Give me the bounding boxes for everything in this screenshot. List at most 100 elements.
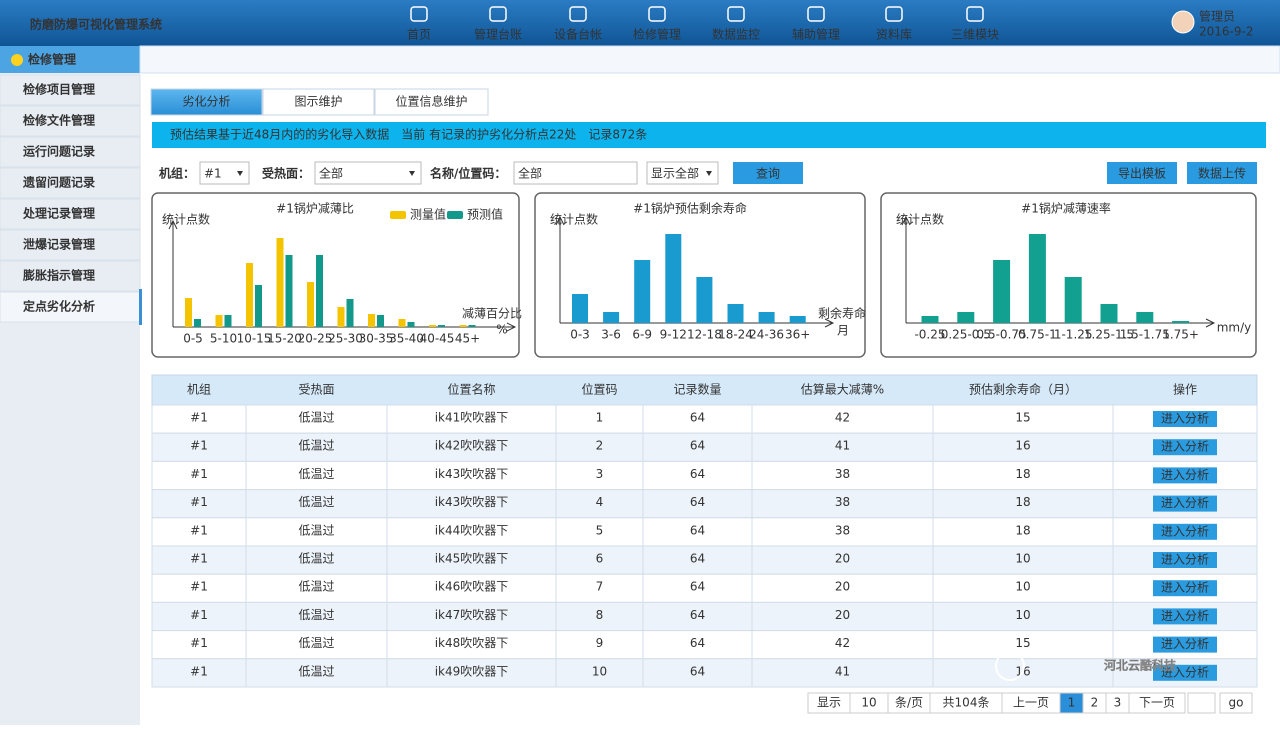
column-header: 预估剩余寿命（月） (969, 382, 1077, 397)
x-axis-unit: 月 (837, 324, 849, 338)
sidebar-item[interactable]: 检修项目管理 (23, 82, 95, 97)
table-cell: 64 (690, 523, 705, 537)
x-axis-unit: % (496, 323, 507, 337)
legend-label: 测量值 (410, 207, 446, 222)
action-label: 进入分析 (1161, 553, 1209, 567)
select-text: 显示全部 (651, 166, 699, 181)
table-cell: 41 (835, 664, 850, 678)
table-cell: #1 (190, 411, 208, 425)
column-header: 位置名称 (447, 382, 495, 397)
sidebar-item[interactable]: 遗留问题记录 (22, 175, 95, 190)
table-cell: #1 (190, 439, 208, 453)
active-marker (139, 289, 142, 325)
nav-item[interactable]: 设备台帐 (554, 27, 602, 42)
table-cell: 低温过 (298, 664, 334, 678)
table-cell: 64 (690, 467, 705, 481)
action-label: 进入分析 (1161, 524, 1209, 538)
table-cell: ik45吹吹器下 (435, 552, 509, 566)
x-tick-label: 0.75-1 (1018, 328, 1057, 342)
sidebar-item[interactable]: 定点劣化分析 (23, 299, 95, 314)
select-text: #1 (204, 167, 222, 181)
table-cell: #1 (190, 580, 208, 594)
chart-title: #1锅炉减薄比 (276, 201, 354, 216)
bar (634, 260, 650, 323)
table-cell: 15 (1015, 636, 1030, 650)
section-title: 检修管理 (28, 52, 76, 67)
bar (438, 325, 445, 327)
bar (225, 315, 232, 327)
bar (460, 325, 467, 327)
x-tick-label: 36+ (785, 328, 810, 342)
sidebar-item[interactable]: 处理记录管理 (22, 206, 95, 221)
page-number-text: 3 (1114, 696, 1122, 710)
table-cell: 10 (1015, 608, 1030, 622)
table-cell: 10 (592, 664, 607, 678)
table-cell: #1 (190, 552, 208, 566)
y-axis-label: 统计点数 (162, 212, 210, 227)
tab-label: 劣化分析 (182, 95, 230, 109)
x-tick-label: 3-6 (601, 328, 621, 342)
x-tick-label: 0-3 (570, 328, 590, 342)
sidebar-item[interactable]: 运行问题记录 (23, 144, 95, 159)
nav-item[interactable]: 管理台账 (474, 27, 522, 42)
table-cell: 2 (596, 439, 604, 453)
table-cell: 15 (1015, 411, 1030, 425)
table-cell: 7 (596, 580, 604, 594)
table-cell: 64 (690, 636, 705, 650)
bar (665, 234, 681, 323)
table-cell: 20 (835, 580, 850, 594)
top-strip (140, 46, 1280, 73)
button-text: 数据上传 (1198, 166, 1246, 181)
notice-text: 预估结果基于近48月内的的劣化导入数据 当前 有记录的护劣化分析点22处 记录8… (170, 127, 647, 142)
table-cell: ik43吹吹器下 (435, 467, 509, 481)
table-cell: 18 (1015, 495, 1030, 509)
bar (347, 299, 354, 327)
bar (1136, 312, 1153, 323)
table-cell: ik41吹吹器下 (435, 411, 509, 425)
page-next-text: 下一页 (1139, 696, 1175, 710)
select-text: 全部 (319, 166, 343, 181)
table-cell: 1 (596, 411, 604, 425)
x-tick-label: 6-9 (632, 328, 652, 342)
x-tick-label: 1.75+ (1162, 328, 1199, 342)
table-cell: ik48吹吹器下 (435, 636, 509, 650)
table-cell: 低温过 (298, 467, 334, 481)
table-cell: 9 (596, 636, 604, 650)
table-cell: 64 (690, 608, 705, 622)
column-header: 受热面 (298, 383, 334, 397)
table-cell: 18 (1015, 467, 1030, 481)
y-axis-label: 统计点数 (896, 212, 944, 227)
bar (696, 277, 712, 323)
bar (368, 314, 375, 327)
action-label: 进入分析 (1161, 496, 1209, 510)
column-header: 位置码 (581, 382, 617, 397)
app-title: 防磨防爆可视化管理系统 (30, 17, 162, 32)
legend-swatch (447, 211, 463, 219)
bar (1172, 321, 1189, 323)
table-cell: ik49吹吹器下 (435, 664, 509, 678)
table-cell: 64 (690, 664, 705, 678)
x-axis-unit: mm/y (1217, 321, 1252, 335)
date: 2016-9-2 (1199, 25, 1253, 39)
nav-item[interactable]: 资料库 (876, 27, 912, 42)
nav-item[interactable]: 首页 (407, 28, 431, 42)
table-cell: 4 (596, 495, 604, 509)
x-tick-label: 9-12 (660, 328, 687, 342)
chart-title: #1锅炉减薄速率 (1021, 201, 1111, 216)
x-tick-label: 5-10 (210, 332, 237, 346)
sidebar-item[interactable]: 泄爆记录管理 (23, 237, 95, 252)
filter-label: 机组： (159, 166, 195, 181)
nav-item[interactable]: 辅助管理 (792, 27, 840, 42)
sidebar-item[interactable]: 检修文件管理 (23, 113, 95, 128)
table-cell: 5 (596, 523, 604, 537)
x-axis-label: 减薄百分比 (462, 306, 522, 321)
table-cell: 低温过 (298, 636, 334, 650)
page-input[interactable] (1188, 693, 1215, 713)
nav-item[interactable]: 三维模块 (951, 28, 999, 42)
nav-item[interactable]: 数据监控 (712, 27, 760, 42)
page-size-text: 10 (861, 696, 876, 710)
nav-item[interactable]: 检修管理 (633, 27, 681, 42)
table-cell: 低温过 (298, 608, 334, 622)
sidebar-item[interactable]: 膨胀指示管理 (22, 268, 95, 283)
